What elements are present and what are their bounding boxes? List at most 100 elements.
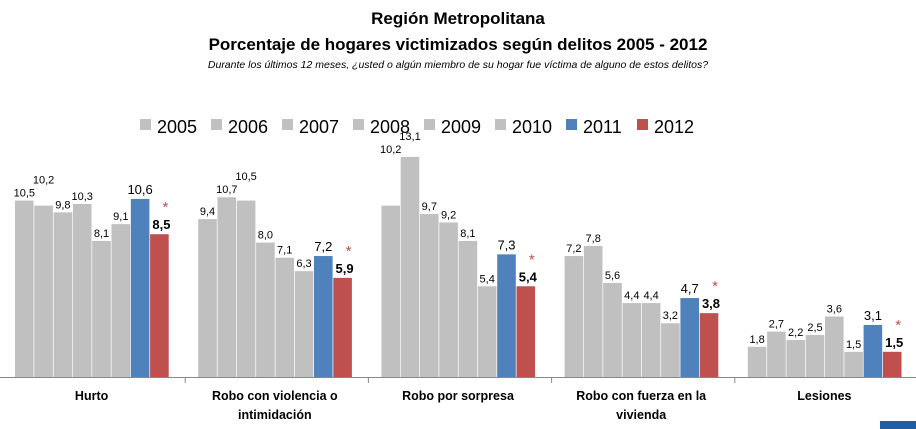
data-label-2011: 7,3 xyxy=(497,237,515,252)
significance-marker: * xyxy=(529,251,535,268)
data-label-2012: 5,9 xyxy=(336,261,354,276)
legend-label-2011: 2011 xyxy=(583,117,622,137)
bar-2009 xyxy=(641,303,661,377)
bar-2010 xyxy=(294,271,314,377)
data-label-2006: 7,8 xyxy=(586,233,601,245)
bar-2005 xyxy=(198,219,217,377)
chart-question: Durante los últimos 12 meses, ¿usted o a… xyxy=(208,59,708,71)
legend-label-2007: 2007 xyxy=(299,117,339,137)
bar-2011 xyxy=(863,324,883,377)
data-label-2011: 10,6 xyxy=(127,182,152,197)
legend-label-2009: 2009 xyxy=(441,117,481,137)
data-label-2009: 3,6 xyxy=(827,304,842,316)
legend-swatch-2010 xyxy=(495,119,506,130)
significance-marker: * xyxy=(346,243,352,260)
legend-label-2005: 2005 xyxy=(157,117,197,137)
data-label-2010: 3,2 xyxy=(663,310,678,322)
bar-2009 xyxy=(825,316,844,377)
bar-2012 xyxy=(882,351,902,377)
legend-swatch-2007 xyxy=(282,119,293,130)
data-label-2008: 9,2 xyxy=(441,209,456,221)
category-label: vivienda xyxy=(616,408,667,422)
bar-2008 xyxy=(805,335,825,377)
data-label-2006: 10,7 xyxy=(216,184,237,196)
data-label-2007: 2,2 xyxy=(788,327,803,339)
bar-2007 xyxy=(53,212,73,377)
legend: 2005 2006 2007 2008 2009 2010 2011 2012 xyxy=(140,117,694,137)
bar-2007 xyxy=(603,282,622,377)
category-label: intimidación xyxy=(238,408,312,422)
bar-2006 xyxy=(767,331,786,377)
data-label-2007: 10,5 xyxy=(235,171,256,183)
data-label-2012: 1,5 xyxy=(885,335,903,350)
chart-title: Región Metropolitana xyxy=(371,9,545,28)
bars xyxy=(15,156,902,377)
data-label-2005: 7,2 xyxy=(566,243,581,255)
legend-label-2010: 2010 xyxy=(512,117,552,137)
bar-2006 xyxy=(400,156,420,377)
data-label-2006: 2,7 xyxy=(769,319,784,331)
chart-subtitle: Porcentaje de hogares victimizados según… xyxy=(209,35,708,54)
legend-swatch-2011 xyxy=(566,119,577,130)
bar-2012 xyxy=(699,313,719,377)
bar-2009 xyxy=(458,240,478,377)
data-label-2009: 4,4 xyxy=(643,290,658,302)
data-label-2010: 9,1 xyxy=(113,211,128,223)
data-label-2006: 13,1 xyxy=(399,131,420,143)
bar-2006 xyxy=(217,197,237,377)
data-label-2010: 6,3 xyxy=(296,258,311,270)
legend-swatch-2005 xyxy=(140,119,151,130)
bar-2011 xyxy=(130,198,150,377)
bar-2011 xyxy=(680,298,699,377)
bar-2005 xyxy=(564,256,584,377)
data-label-2005: 10,5 xyxy=(14,188,35,200)
data-label-2008: 4,4 xyxy=(624,290,639,302)
bar-2011 xyxy=(497,254,516,377)
data-label-2009: 7,1 xyxy=(277,245,292,257)
bar-2010 xyxy=(477,286,497,377)
legend-swatch-2012 xyxy=(637,119,648,130)
bar-2010 xyxy=(844,351,863,377)
bar-2008 xyxy=(256,242,275,377)
bar-2006 xyxy=(34,205,53,377)
legend-label-2006: 2006 xyxy=(228,117,268,137)
data-label-2011: 4,7 xyxy=(681,281,699,296)
bar-2008 xyxy=(622,303,642,377)
data-label-2008: 8,0 xyxy=(258,230,273,242)
data-label-2010: 5,4 xyxy=(480,273,495,285)
corner-decoration xyxy=(880,421,916,429)
data-label-2008: 10,3 xyxy=(71,191,92,203)
x-axis: Hurto Robo con violencia o intimidación Rob… xyxy=(0,377,916,422)
significance-marker: * xyxy=(712,278,718,295)
bar-2005 xyxy=(381,205,400,377)
bar-2011 xyxy=(314,256,333,377)
data-label-2005: 1,8 xyxy=(749,334,764,346)
data-label-2009: 8,1 xyxy=(94,228,109,240)
significance-marker: * xyxy=(895,317,901,334)
bar-2005 xyxy=(15,200,34,377)
category-label: Robo con fuerza en la xyxy=(576,389,707,403)
legend-swatch-2006 xyxy=(211,119,222,130)
bar-2012 xyxy=(333,277,352,377)
significance-marker: * xyxy=(162,199,168,216)
bar-2008 xyxy=(439,222,458,377)
bar-2007 xyxy=(420,214,439,377)
legend-swatch-2008 xyxy=(353,119,364,130)
data-label-2008: 2,5 xyxy=(807,322,822,334)
data-label-2007: 9,8 xyxy=(55,199,70,211)
data-label-2012: 8,5 xyxy=(152,217,170,232)
bar-2007 xyxy=(236,200,256,377)
bar-2012 xyxy=(516,286,536,377)
legend-label-2012: 2012 xyxy=(654,117,694,137)
legend-swatch-2009 xyxy=(424,119,435,130)
data-label-2005: 10,2 xyxy=(380,144,401,156)
bar-2010 xyxy=(111,224,131,377)
bar-2012 xyxy=(150,234,169,377)
bar-2009 xyxy=(275,257,294,377)
legend-label-2008: 2008 xyxy=(370,117,410,137)
category-label: Robo con violencia o xyxy=(212,389,338,403)
data-label-2005: 9,4 xyxy=(200,206,215,218)
category-label: Robo por sorpresa xyxy=(402,389,515,403)
